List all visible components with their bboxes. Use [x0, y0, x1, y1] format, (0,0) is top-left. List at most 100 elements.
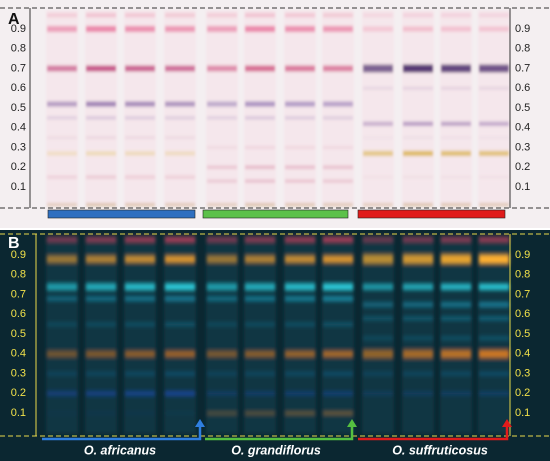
band — [47, 391, 77, 396]
band — [207, 26, 237, 32]
tick-label: 0.9 — [11, 23, 26, 35]
band — [86, 296, 116, 301]
band — [47, 26, 77, 32]
band — [285, 26, 315, 32]
band — [245, 116, 275, 120]
band — [441, 350, 471, 358]
tick-label: 0.1 — [515, 181, 530, 193]
band — [363, 203, 393, 207]
band — [479, 316, 509, 320]
band — [125, 116, 155, 120]
band — [323, 179, 353, 183]
band — [86, 65, 116, 72]
band — [86, 391, 116, 396]
lane — [46, 236, 78, 434]
band — [285, 101, 315, 107]
band — [165, 13, 195, 18]
species-label: O. suffruticosus — [392, 443, 488, 457]
band — [441, 302, 471, 307]
band — [245, 13, 275, 18]
band — [165, 101, 195, 107]
tick-label: 0.1 — [11, 181, 26, 193]
tick-label: 0.9 — [515, 249, 530, 261]
band — [165, 296, 195, 301]
band — [441, 136, 471, 139]
band — [86, 26, 116, 32]
band — [323, 13, 353, 18]
band — [403, 13, 433, 18]
band — [363, 150, 393, 156]
group-bar — [202, 209, 349, 219]
band — [245, 351, 275, 357]
band — [245, 146, 275, 149]
band — [285, 146, 315, 149]
lane — [362, 10, 394, 206]
band — [323, 101, 353, 107]
band — [165, 283, 195, 290]
band — [165, 372, 195, 376]
lane — [402, 236, 434, 434]
band — [323, 351, 353, 357]
band — [403, 176, 433, 179]
species-label: O. grandiflorus — [231, 443, 321, 457]
band — [165, 151, 195, 156]
band — [479, 13, 509, 18]
band — [207, 146, 237, 149]
band — [125, 203, 155, 207]
group-bracket — [42, 424, 202, 441]
band — [86, 101, 116, 107]
band — [207, 203, 237, 207]
band — [441, 64, 471, 73]
tick-label: 0.3 — [11, 367, 26, 379]
band — [245, 236, 275, 242]
band — [125, 101, 155, 107]
tick-label: 0.3 — [515, 141, 530, 153]
lane — [46, 10, 78, 206]
band — [441, 26, 471, 32]
band — [207, 296, 237, 301]
band — [479, 150, 509, 156]
band — [245, 392, 275, 395]
band — [479, 86, 509, 90]
band — [403, 86, 433, 90]
band — [47, 351, 77, 357]
panel-label: B — [8, 235, 20, 252]
arrow — [347, 419, 357, 427]
band — [86, 283, 116, 290]
band — [323, 26, 353, 32]
band — [323, 165, 353, 169]
band — [363, 254, 393, 264]
band — [323, 236, 353, 242]
band — [441, 150, 471, 156]
tick-label: 0.8 — [515, 269, 530, 281]
band — [165, 136, 195, 139]
lane — [85, 10, 117, 206]
band — [125, 411, 155, 415]
lane — [244, 10, 276, 206]
band — [86, 255, 116, 263]
tick-label: 0.4 — [515, 122, 530, 134]
lane — [206, 236, 238, 434]
band — [323, 65, 353, 72]
tick-label: 0.7 — [515, 62, 530, 74]
band — [403, 136, 433, 139]
band — [207, 65, 237, 72]
band — [441, 121, 471, 126]
lane — [164, 10, 196, 206]
tick-label: 0.4 — [515, 348, 530, 360]
band — [363, 136, 393, 139]
band — [47, 13, 77, 18]
band — [86, 116, 116, 120]
arrow — [502, 419, 512, 427]
band — [363, 284, 393, 290]
band — [285, 179, 315, 183]
band — [86, 372, 116, 376]
band — [47, 65, 77, 72]
band — [47, 255, 77, 263]
band — [47, 175, 77, 179]
band — [323, 203, 353, 207]
band — [47, 136, 77, 139]
tick-label: 0.8 — [11, 269, 26, 281]
tick-label: 0.1 — [515, 407, 530, 419]
